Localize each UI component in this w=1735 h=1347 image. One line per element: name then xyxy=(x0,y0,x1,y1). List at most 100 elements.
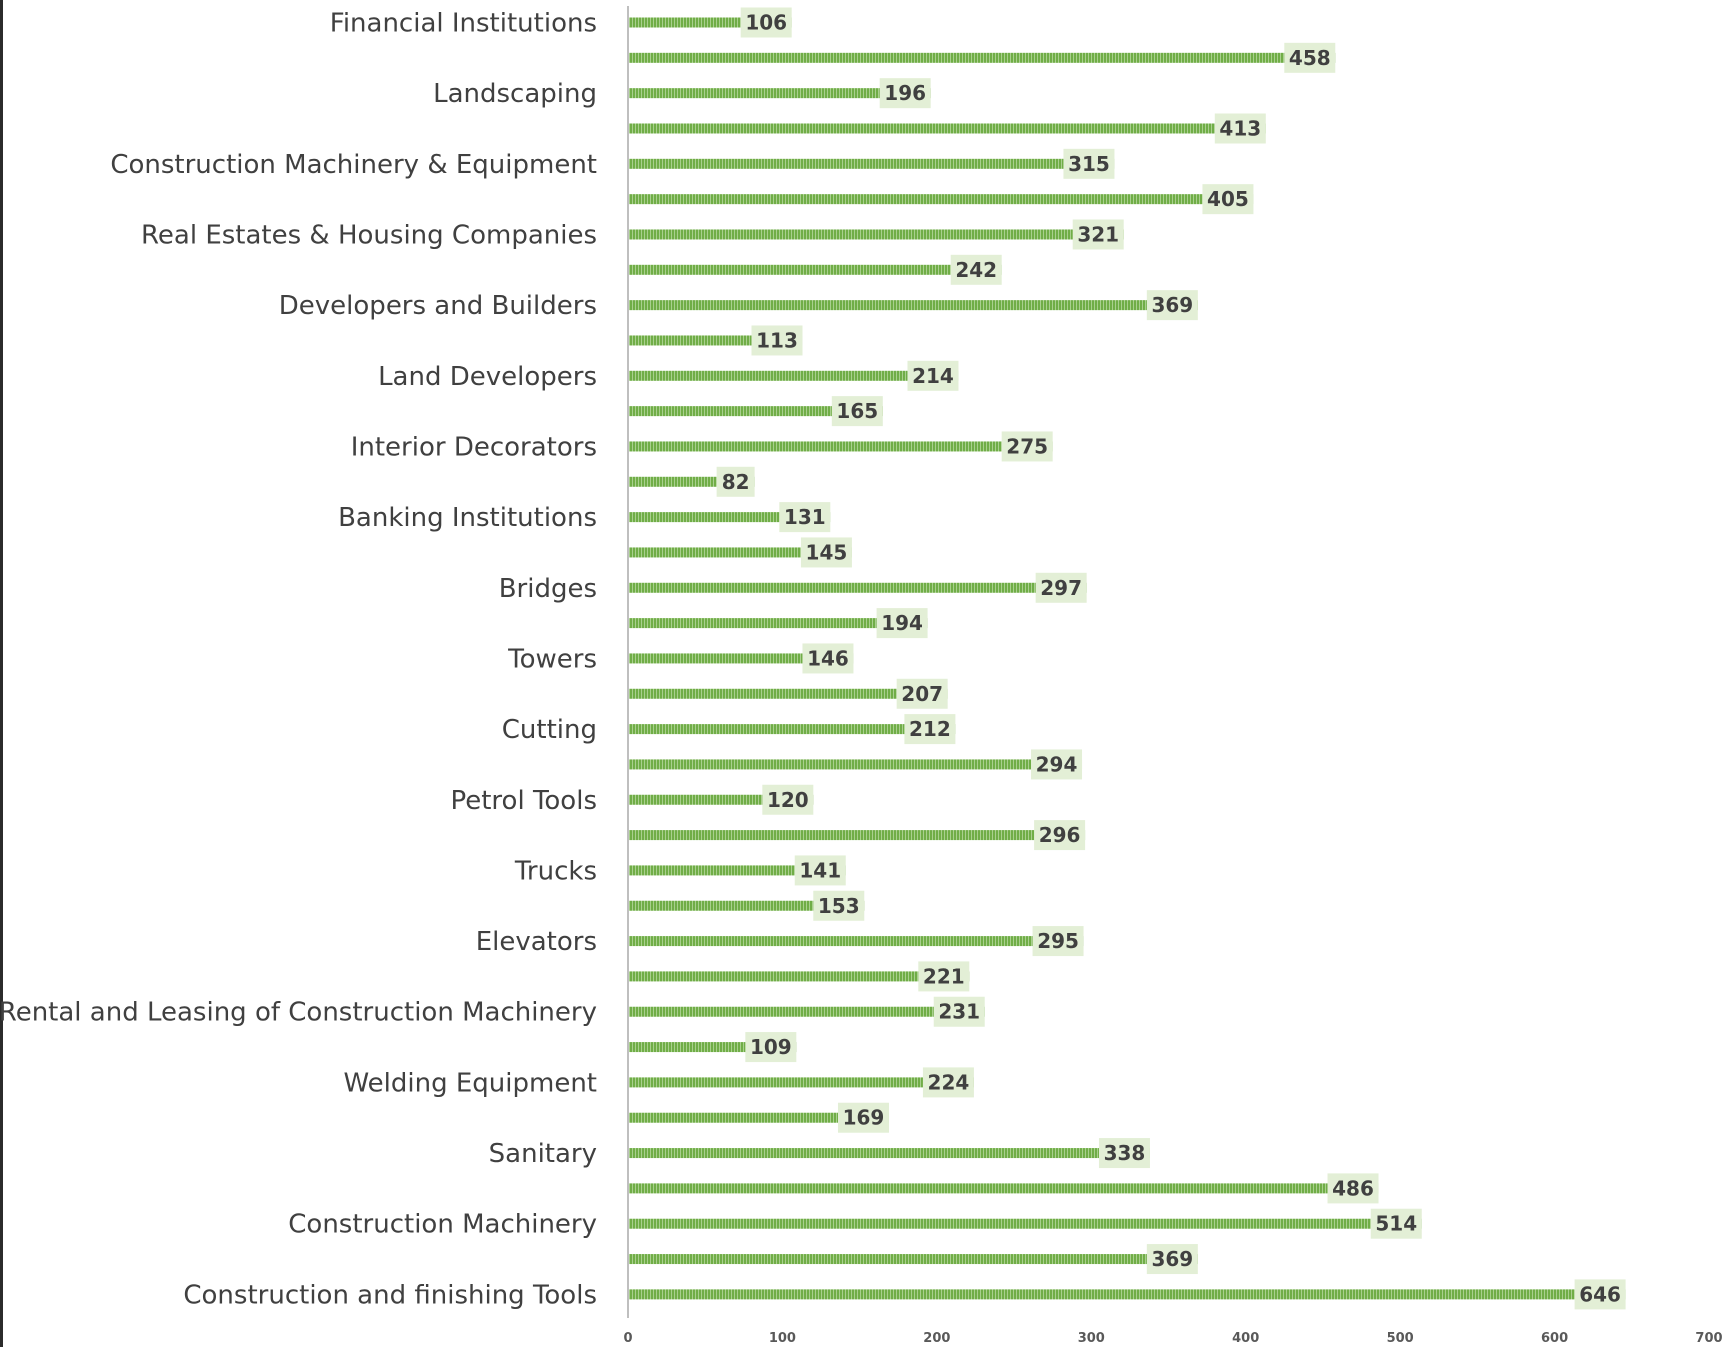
data-label-box xyxy=(904,714,956,745)
data-label: 458 xyxy=(1284,42,1336,73)
data-label-box xyxy=(831,396,883,427)
data-label-text: 321 xyxy=(1077,222,1119,246)
bar xyxy=(628,1112,889,1123)
data-label-box xyxy=(922,1067,974,1098)
data-label: 207 xyxy=(896,678,948,709)
data-label-text: 145 xyxy=(806,540,848,564)
category-label: Trucks xyxy=(514,856,597,886)
category-label: Developers and Builders xyxy=(279,291,597,321)
data-label-text: 196 xyxy=(884,81,926,105)
data-label-text: 338 xyxy=(1104,1141,1146,1165)
data-label-text: 646 xyxy=(1579,1282,1621,1306)
bar xyxy=(628,229,1124,240)
data-label: 165 xyxy=(831,396,883,427)
bar xyxy=(628,300,1198,311)
bar xyxy=(628,1042,797,1053)
data-label-box xyxy=(1370,1208,1422,1239)
data-label-box xyxy=(716,466,755,497)
bar xyxy=(628,618,928,629)
data-label-text: 113 xyxy=(756,328,798,352)
data-label-box xyxy=(933,996,985,1027)
data-label: 338 xyxy=(1098,1138,1150,1169)
data-label: 296 xyxy=(1034,820,1086,851)
data-label: 231 xyxy=(933,996,985,1027)
data-label-text: 109 xyxy=(750,1035,792,1059)
data-label: 145 xyxy=(800,537,852,568)
data-label-box xyxy=(1031,749,1083,780)
page-left-edge xyxy=(0,0,3,1347)
data-label-text: 514 xyxy=(1375,1212,1417,1236)
x-tick-label: 300 xyxy=(1078,1331,1105,1346)
bar xyxy=(628,759,1083,770)
data-label: 297 xyxy=(1035,572,1087,603)
bar xyxy=(628,688,948,699)
data-label: 294 xyxy=(1031,749,1083,780)
data-label: 413 xyxy=(1214,113,1266,144)
bar xyxy=(628,1006,985,1017)
data-label-box xyxy=(779,502,831,533)
data-label-box xyxy=(1146,290,1198,321)
data-label: 242 xyxy=(950,254,1002,285)
bar xyxy=(628,724,956,735)
data-label-text: 214 xyxy=(912,364,954,388)
data-label: 131 xyxy=(779,502,831,533)
bar xyxy=(628,512,831,523)
data-label-box xyxy=(1146,1244,1198,1275)
data-label-text: 369 xyxy=(1151,293,1193,317)
data-label-box xyxy=(751,325,803,356)
data-label-box xyxy=(1072,219,1124,250)
data-label: 196 xyxy=(879,78,931,109)
bar xyxy=(628,194,1254,205)
bar xyxy=(628,88,931,99)
data-label-text: 458 xyxy=(1289,46,1331,70)
bar xyxy=(628,971,970,982)
bar xyxy=(628,1218,1422,1229)
bar xyxy=(628,794,814,805)
category-label: Financial Institutions xyxy=(330,9,597,39)
category-label: Land Developers xyxy=(378,362,597,392)
data-label-box xyxy=(896,678,948,709)
data-label: 275 xyxy=(1001,431,1053,462)
data-label-text: 486 xyxy=(1332,1176,1374,1200)
x-tick-label: 100 xyxy=(769,1331,796,1346)
bar xyxy=(628,158,1115,169)
data-label-text: 131 xyxy=(784,505,826,529)
data-label: 194 xyxy=(876,608,928,639)
bar xyxy=(628,582,1087,593)
data-label: 321 xyxy=(1072,219,1124,250)
data-label-box xyxy=(1284,42,1336,73)
data-label-box xyxy=(1034,820,1086,851)
category-label: Interior Decorators xyxy=(351,432,597,462)
data-label: 153 xyxy=(813,890,865,921)
bars-layer: 106 458 196 413 315 405 321 242 369 113 214 165 275 8… xyxy=(628,7,1626,1310)
data-label: 212 xyxy=(904,714,956,745)
data-label: 514 xyxy=(1370,1208,1422,1239)
x-axis-ticks-layer: 0 100 200 300 400 500 600 700 xyxy=(623,1331,1722,1346)
data-label-text: 405 xyxy=(1207,187,1249,211)
category-label: Rental and Leasing of Construction Machi… xyxy=(0,998,597,1028)
data-label-text: 413 xyxy=(1219,116,1261,140)
data-label-box xyxy=(1035,572,1087,603)
data-label-text: 294 xyxy=(1036,752,1078,776)
data-label: 221 xyxy=(918,961,970,992)
bar xyxy=(628,1289,1626,1300)
category-label: Welding Equipment xyxy=(343,1068,597,1098)
data-label-box xyxy=(918,961,970,992)
data-label-text: 153 xyxy=(818,894,860,918)
data-label-text: 207 xyxy=(901,682,943,706)
data-label-text: 146 xyxy=(807,646,849,670)
data-label-text: 221 xyxy=(923,964,965,988)
data-label: 295 xyxy=(1032,926,1084,957)
data-label: 369 xyxy=(1146,1244,1198,1275)
data-label: 369 xyxy=(1146,290,1198,321)
data-label-text: 275 xyxy=(1006,434,1048,458)
data-label-box xyxy=(1032,926,1084,957)
data-label-text: 315 xyxy=(1068,152,1110,176)
data-label-text: 231 xyxy=(938,1000,980,1024)
data-label-box xyxy=(813,890,865,921)
data-label-box xyxy=(745,1032,797,1063)
data-label-box xyxy=(1063,148,1115,179)
data-label-text: 106 xyxy=(745,11,787,35)
bar xyxy=(628,123,1266,134)
x-tick-label: 400 xyxy=(1232,1331,1259,1346)
